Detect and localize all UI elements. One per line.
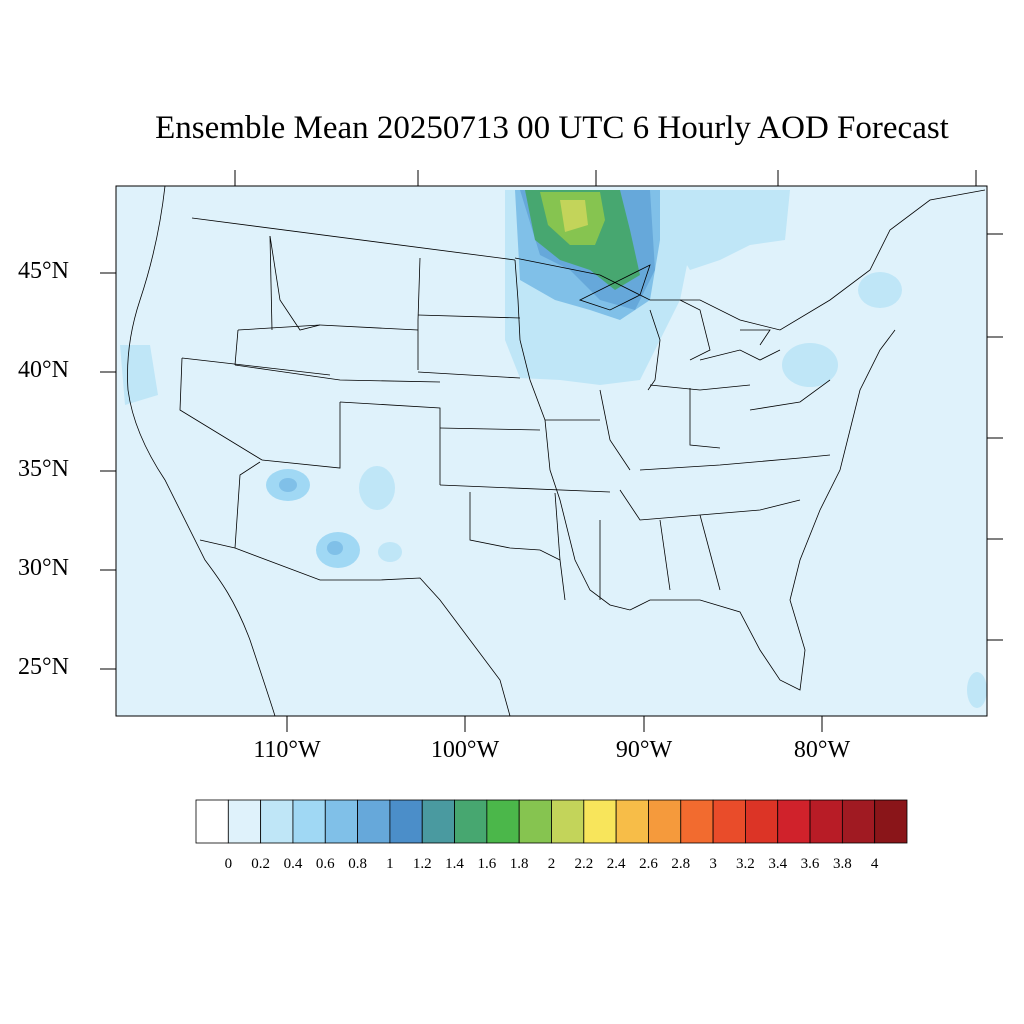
colorbar-swatch [680,799,714,844]
colorbar-tick-label: 3.2 [736,856,755,872]
colorbar-swatch [841,799,876,844]
colorbar [195,799,908,844]
colorbar-swatch [389,799,423,844]
lat-label-30n: 30°N [18,555,69,581]
colorbar-swatch [486,799,520,844]
colorbar-tick-label: 2 [547,856,556,872]
lon-label-110w: 110°W [253,737,321,763]
colorbar-swatch [195,799,229,844]
colorbar-swatch [712,799,746,844]
colorbar-tick-label: 0.8 [348,856,367,872]
colorbar-tick-label: 2.2 [574,856,594,872]
colorbar-swatch [809,799,843,844]
colorbar-swatch [227,799,262,844]
colorbar-swatch [874,799,908,844]
lon-label-90w: 90°W [615,737,673,763]
colorbar-tick-label: 1.8 [509,856,529,872]
colorbar-tick-label: 3.8 [832,856,852,872]
colorbar-tick-label: 0.2 [251,856,270,872]
colorbar-swatch [777,799,811,844]
lat-label-25n: 25°N [18,654,69,680]
colorbar-swatch [583,799,617,844]
colorbar-swatch [551,799,585,844]
right-ticks [987,233,1003,641]
colorbar-tick-label: 3.4 [768,856,788,872]
colorbar-swatch [454,799,488,844]
aod-plume [120,190,987,708]
left-ticks [100,272,116,670]
colorbar-tick-label: 0.6 [315,856,335,872]
colorbar-tick-label: 2.6 [639,856,658,872]
colorbar-tick-label: 1.2 [412,856,432,872]
lon-label-80w: 80°W [793,737,851,763]
lat-label-35n: 35°N [18,456,69,482]
colorbar-tick-label: 4 [870,856,879,872]
colorbar-tick-label: 3 [709,856,717,872]
colorbar-tick-label: 2.8 [671,856,691,872]
lat-label-40n: 40°N [18,357,69,383]
colorbar-swatch [518,799,552,844]
colorbar-tick-label: 1 [386,856,394,872]
colorbar-tick-label: 0.4 [283,856,303,872]
colorbar-tick-label: 3.6 [800,856,820,872]
top-ticks [234,170,977,186]
colorbar-swatch [745,799,779,844]
lat-label-45n: 45°N [18,258,69,284]
colorbar-swatch [292,799,326,844]
colorbar-tick-label: 2.4 [606,856,626,872]
colorbar-swatch [260,799,294,844]
colorbar-tick-label: 1.4 [445,856,464,872]
colorbar-swatch [357,799,391,844]
colorbar-swatch [615,799,649,844]
colorbar-swatch [324,799,358,844]
bottom-ticks [286,716,823,732]
colorbar-tick-label: 0 [224,856,233,872]
colorbar-swatch [421,799,455,844]
lon-label-100w: 100°W [430,737,500,763]
colorbar-tick-label: 1.6 [477,856,497,872]
map-boundaries [127,185,986,717]
map-title: Ensemble Mean 20250713 00 UTC 6 Hourly A… [155,110,949,146]
map-frame [115,185,988,717]
colorbar-swatch [648,799,682,844]
